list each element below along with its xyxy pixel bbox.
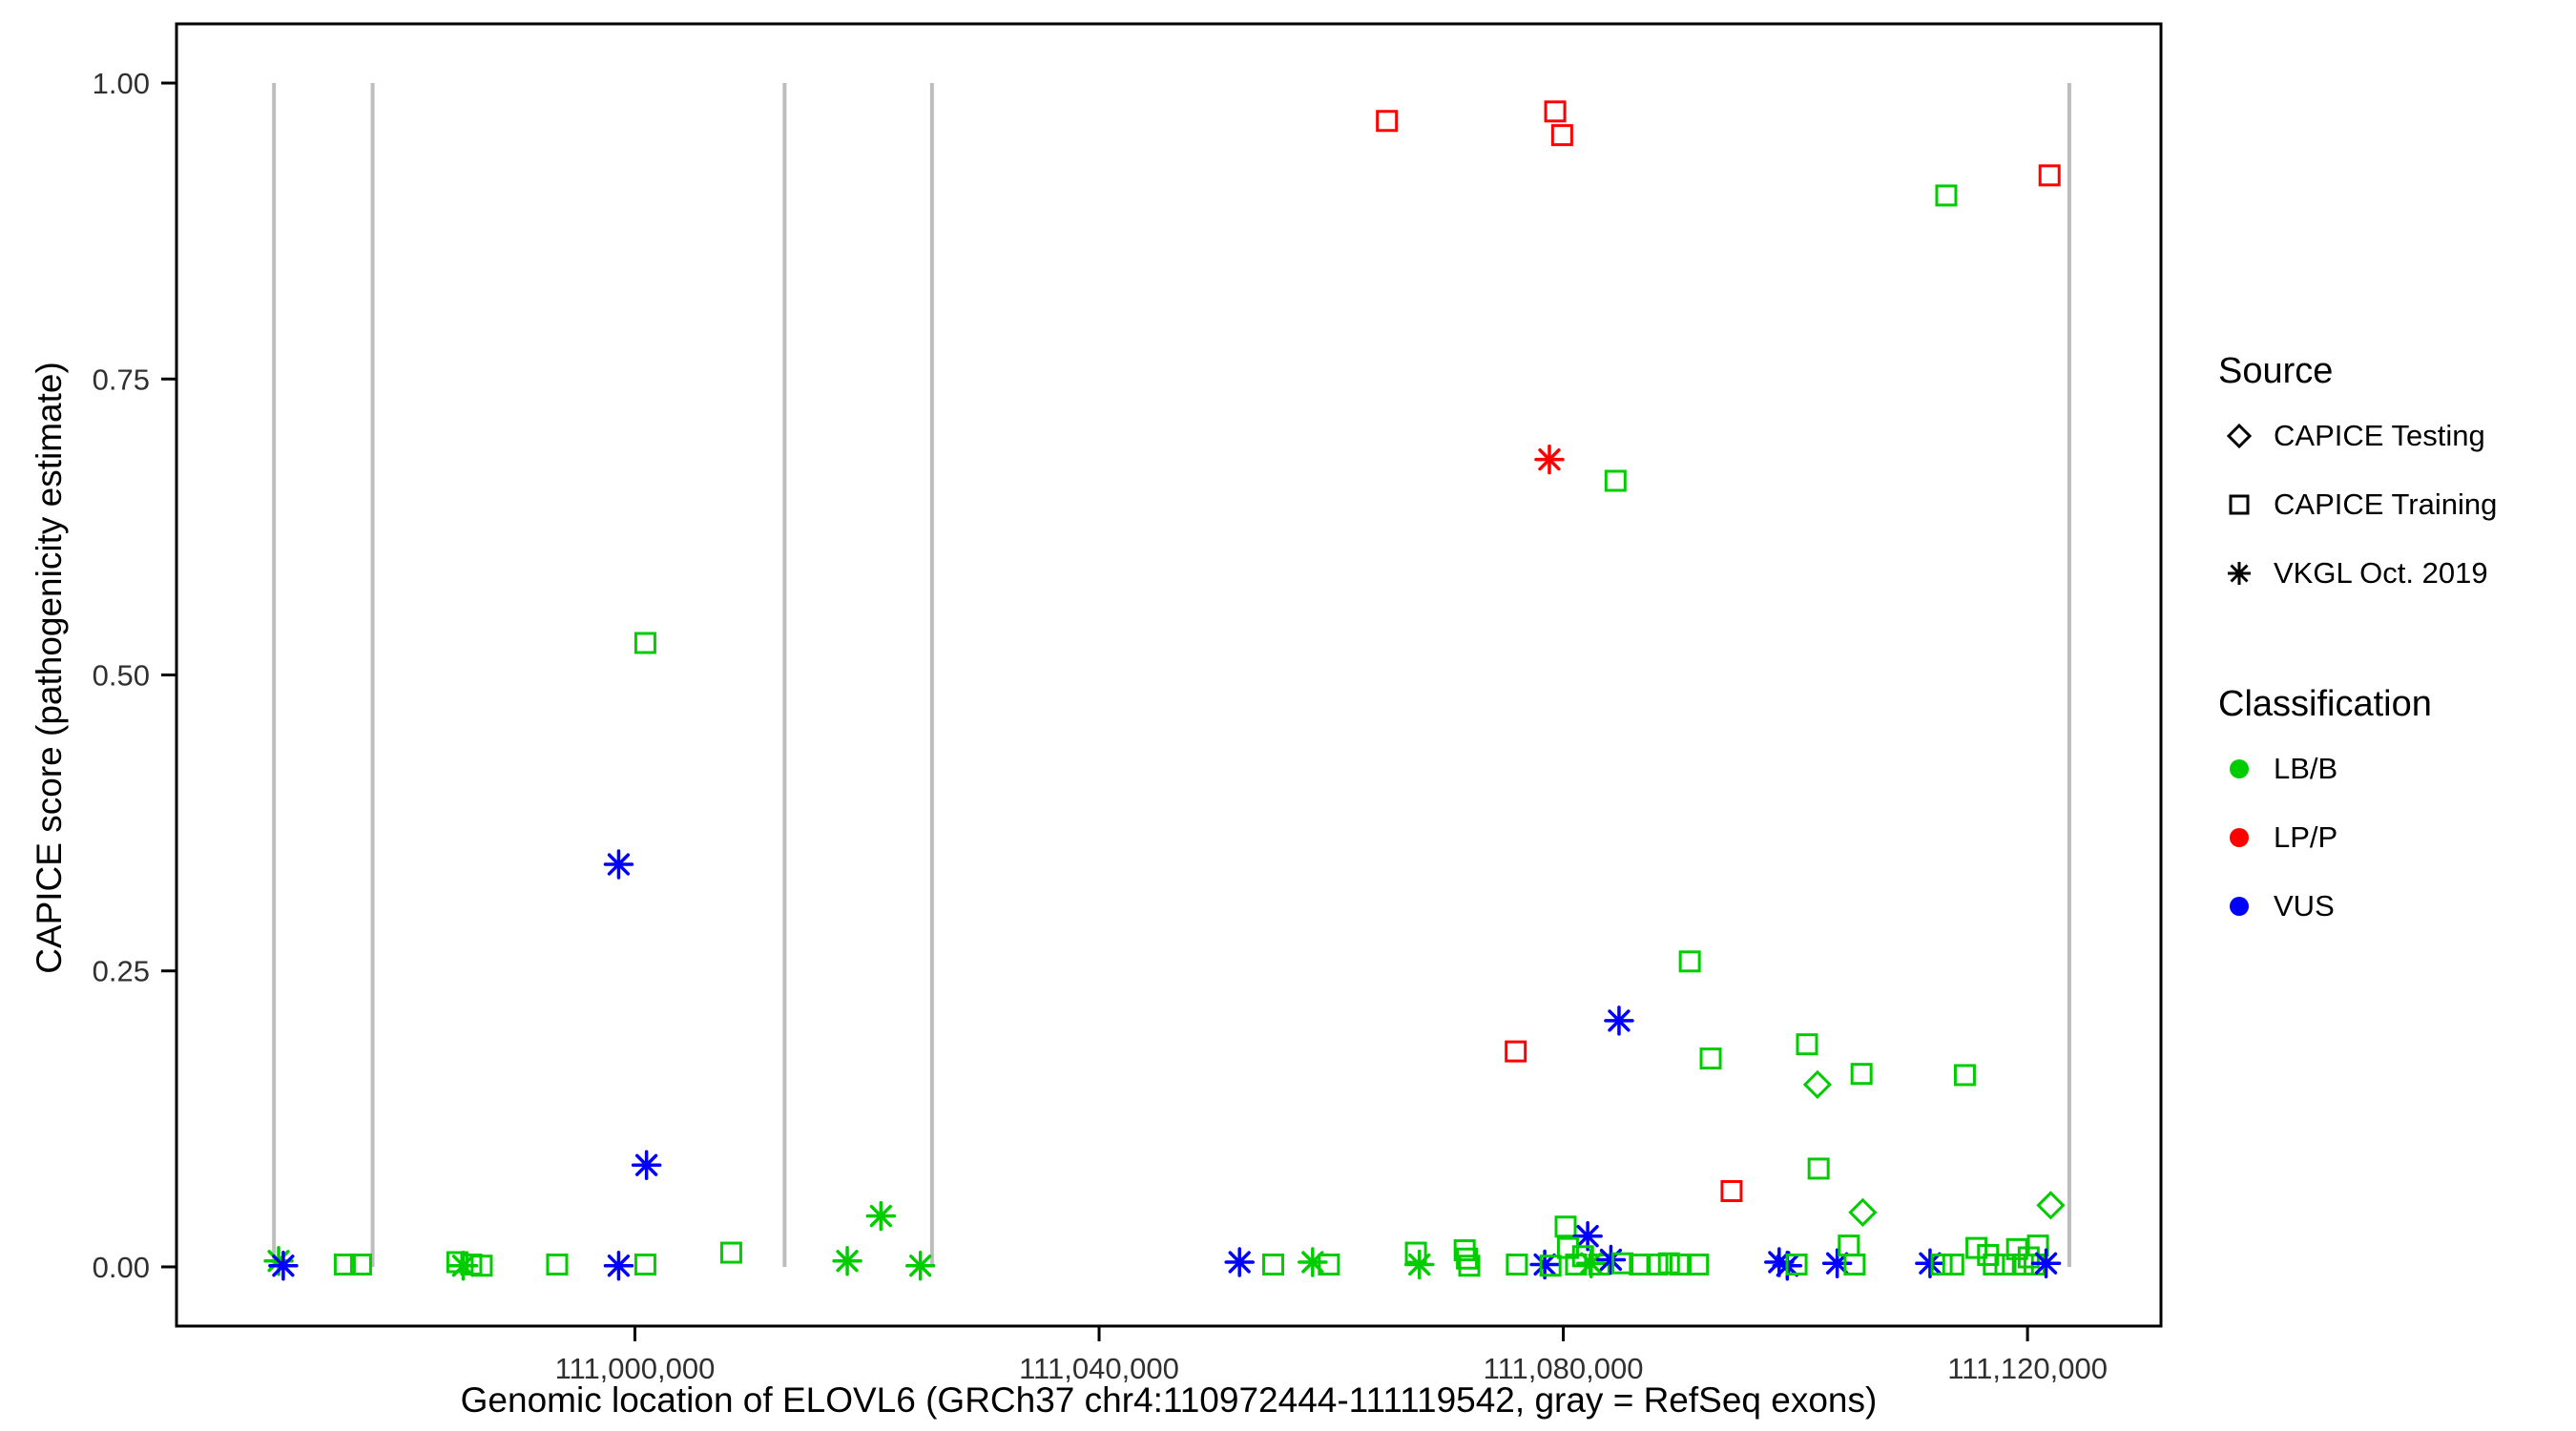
legend-label: LB/B xyxy=(2274,752,2338,785)
data-point xyxy=(1646,1253,1669,1275)
legend-item-capice-testing: CAPICE Testing xyxy=(2218,415,2497,457)
data-point xyxy=(1533,1253,1556,1276)
data-point xyxy=(836,1250,859,1273)
data-point xyxy=(546,1253,569,1275)
data-point xyxy=(607,853,631,876)
data-point xyxy=(1796,1033,1818,1056)
data-point xyxy=(1657,1252,1680,1275)
data-point xyxy=(349,1253,372,1275)
legend: Source CAPICE Testing CAPICE Training VK… xyxy=(2218,351,2497,954)
data-point xyxy=(1576,1225,1599,1248)
data-point xyxy=(1539,1255,1562,1277)
data-point xyxy=(1228,1251,1251,1274)
blue-dot-icon xyxy=(2230,897,2249,916)
data-point xyxy=(634,1253,656,1275)
legend-item-vkgl: VKGL Oct. 2019 xyxy=(2218,552,2497,594)
data-point xyxy=(1318,1253,1340,1275)
legend-gap xyxy=(2218,621,2497,684)
data-point xyxy=(1825,1252,1849,1275)
data-point xyxy=(1629,1253,1652,1275)
data-point xyxy=(909,1255,932,1277)
data-point xyxy=(1506,1253,1528,1275)
data-point xyxy=(1376,110,1399,133)
data-point xyxy=(1965,1236,1988,1259)
data-point xyxy=(1919,1252,1942,1275)
data-point xyxy=(1802,1069,1833,1099)
y-tick-label: 0.50 xyxy=(93,659,150,693)
x-axis-title: Genomic location of ELOVL6 (GRCh37 chr4:… xyxy=(460,1380,1878,1420)
y-tick-label: 0.25 xyxy=(93,955,150,988)
data-point xyxy=(470,1255,493,1277)
legend-item-vus: VUS xyxy=(2218,885,2497,927)
x-tick-label: 111,080,000 xyxy=(1484,1352,1644,1385)
data-point xyxy=(1930,1253,1953,1275)
data-point xyxy=(634,632,656,654)
x-tick-label: 111,040,000 xyxy=(1019,1352,1179,1385)
data-point xyxy=(719,1241,742,1264)
y-axis-title: CAPICE score (pathogenicity estimate) xyxy=(30,362,69,974)
data-point xyxy=(1604,469,1627,492)
data-point xyxy=(1550,124,1573,147)
data-point xyxy=(1785,1253,1808,1275)
red-dot-icon xyxy=(2230,828,2249,847)
data-point xyxy=(1505,1040,1527,1063)
data-point xyxy=(1608,1009,1631,1032)
data-point xyxy=(1261,1253,1284,1275)
square-icon xyxy=(2229,494,2250,515)
legend-item-lpp: LP/P xyxy=(2218,817,2497,859)
data-point xyxy=(1720,1180,1743,1203)
data-point xyxy=(1942,1253,1964,1275)
x-tick-label: 111,120,000 xyxy=(1947,1352,2108,1385)
data-point xyxy=(1807,1157,1830,1180)
data-point xyxy=(1850,1063,1873,1086)
panel-background xyxy=(177,24,2161,1326)
data-point xyxy=(1983,1253,2005,1275)
data-point xyxy=(2036,1191,2066,1220)
y-tick-label: 1.00 xyxy=(93,67,150,100)
data-point xyxy=(333,1253,356,1275)
data-point xyxy=(1458,1255,1481,1277)
data-point xyxy=(634,1153,658,1176)
data-point xyxy=(1935,184,1958,207)
legend-item-capice-training: CAPICE Training xyxy=(2218,484,2497,526)
data-point xyxy=(1687,1253,1710,1275)
data-point xyxy=(1611,1252,1634,1275)
legend-title-source: Source xyxy=(2218,351,2334,391)
data-point xyxy=(1848,1197,1878,1227)
data-point xyxy=(1699,1047,1722,1070)
data-point xyxy=(1554,1215,1577,1238)
x-tick-label: 111,000,000 xyxy=(555,1352,716,1385)
data-point xyxy=(1843,1253,1866,1275)
data-point xyxy=(1669,1253,1692,1275)
data-point xyxy=(869,1204,892,1228)
data-point xyxy=(1538,448,1561,471)
legend-label: CAPICE Training xyxy=(2274,487,2498,521)
legend-title-classification: Classification xyxy=(2218,684,2432,724)
green-dot-icon xyxy=(2230,759,2249,778)
data-point xyxy=(1994,1253,2017,1275)
data-point xyxy=(1544,100,1567,123)
data-point xyxy=(1768,1251,1791,1274)
data-point xyxy=(1456,1247,1479,1270)
data-point xyxy=(2034,1252,2058,1275)
data-point xyxy=(2038,164,2061,187)
diamond-icon xyxy=(2226,423,2253,449)
legend-label: LP/P xyxy=(2274,820,2338,854)
data-point xyxy=(272,1255,295,1277)
asterisk-icon xyxy=(2228,562,2251,585)
data-point xyxy=(607,1255,631,1277)
data-point xyxy=(1408,1253,1431,1276)
y-tick-label: 0.75 xyxy=(93,363,150,396)
legend-item-lbb: LB/B xyxy=(2218,748,2497,790)
data-point xyxy=(1678,950,1701,973)
legend-label: CAPICE Testing xyxy=(2274,419,2485,452)
legend-label: VUS xyxy=(2274,889,2335,923)
y-tick-label: 0.00 xyxy=(93,1251,150,1284)
legend-label: VKGL Oct. 2019 xyxy=(2274,556,2488,590)
data-point xyxy=(1953,1064,1976,1087)
data-point xyxy=(1588,1253,1610,1275)
